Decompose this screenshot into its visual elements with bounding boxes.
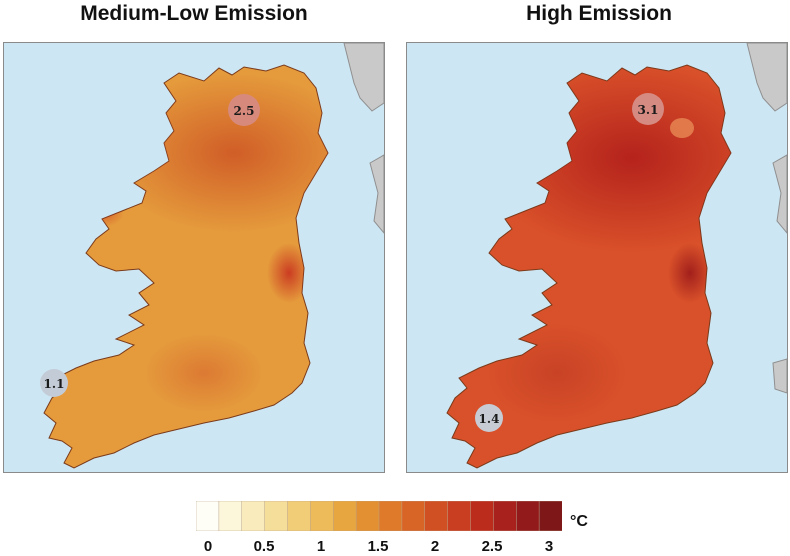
legend-tick: 0 (203, 538, 213, 555)
legend-tick: 0.5 (253, 538, 275, 555)
panel-title-medium-low: Medium-Low Emission (80, 2, 308, 25)
legend-tick: 1.5 (367, 538, 389, 555)
marker-value-southwest: 1.1 (44, 377, 65, 391)
legend-tick: 2 (430, 538, 440, 555)
colorbar-swatch (241, 501, 266, 531)
colorbar-swatch (218, 501, 243, 531)
marker-northern-max: 3.1 (632, 93, 664, 125)
colorbar-swatch (424, 501, 449, 531)
legend-unit-label: °C (570, 513, 588, 530)
colorbar-swatch (264, 501, 289, 531)
panel-title-high: High Emission (526, 2, 672, 25)
colorbar-swatch (310, 501, 335, 531)
colorbar-swatch (470, 501, 495, 531)
legend-tick: 2.5 (481, 538, 503, 555)
colorbar-swatch (378, 501, 403, 531)
marker-southwest-min: 1.1 (40, 369, 68, 397)
colorbar-swatch (401, 501, 426, 531)
great-britain-landmass (343, 43, 384, 234)
colorbar-swatch (287, 501, 312, 531)
colorbar-swatch (355, 501, 380, 531)
legend-tick: 3 (544, 538, 554, 555)
colorbar-swatch (493, 501, 518, 531)
colorbar-swatch (538, 501, 562, 531)
marker-southwest-min: 1.4 (475, 404, 503, 432)
marker-value-north: 3.1 (638, 103, 659, 117)
colorbar-swatch (447, 501, 472, 531)
map-panel-medium-low: 2.5 1.1 (3, 42, 385, 473)
colorbar-swatch (196, 501, 220, 531)
marker-northern-max: 2.5 (228, 94, 260, 126)
marker-value-north: 2.5 (234, 104, 255, 118)
map-panel-high: 3.1 1.4 (406, 42, 788, 473)
marker-value-southwest: 1.4 (479, 412, 500, 426)
great-britain-landmass (746, 43, 787, 394)
map-svg-medium-low: 2.5 1.1 (4, 43, 384, 472)
temperature-colorbar (196, 501, 562, 531)
colorbar-swatch (333, 501, 357, 531)
colorbar-swatch (516, 501, 540, 531)
map-svg-high: 3.1 1.4 (407, 43, 787, 472)
legend-tick: 1 (316, 538, 326, 555)
